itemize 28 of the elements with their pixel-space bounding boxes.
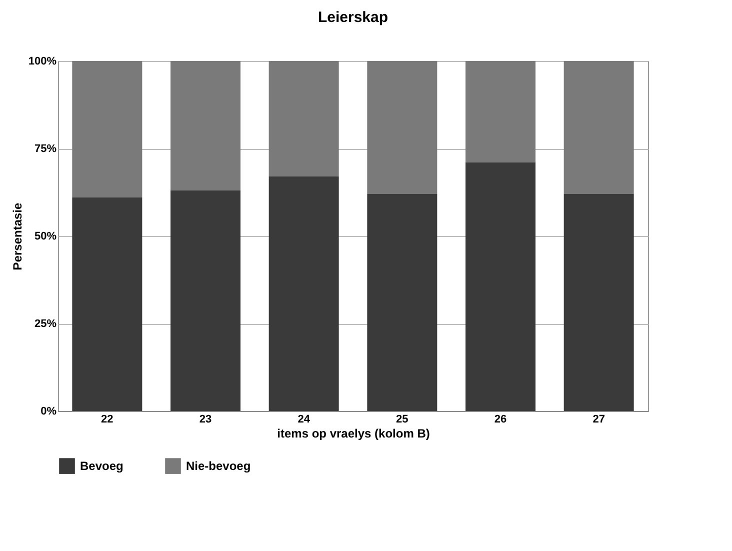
bar [170, 190, 240, 411]
legend-label: Nie-bevoeg [186, 459, 251, 474]
bar [72, 61, 142, 198]
bar [268, 61, 339, 176]
chart-title: Leierskap [318, 9, 388, 26]
x-tick-label: 22 [101, 414, 114, 426]
bar [72, 198, 142, 411]
y-tick-label: 75% [34, 143, 57, 155]
x-axis-title: items op vraelys (kolom B) [277, 426, 430, 440]
y-tick-label: 100% [28, 56, 57, 68]
y-tick-label: 50% [34, 230, 57, 242]
y-tick-label: 25% [34, 318, 57, 330]
bar [564, 194, 634, 411]
y-axis-title: Persentasie [10, 202, 24, 270]
x-tick-label: 26 [494, 414, 507, 426]
x-tick-label: 24 [298, 414, 311, 426]
bar [564, 61, 634, 194]
bar [367, 194, 438, 411]
bar [170, 61, 240, 190]
x-tick-label: 25 [396, 414, 408, 426]
legend-label: Bevoeg [80, 459, 124, 474]
bar [268, 176, 339, 411]
x-tick-label: 27 [592, 414, 605, 426]
bar [466, 61, 536, 162]
bar [466, 162, 536, 411]
y-tick-label: 0% [40, 406, 57, 418]
x-tick-label: 23 [199, 414, 212, 426]
bar [367, 61, 438, 194]
